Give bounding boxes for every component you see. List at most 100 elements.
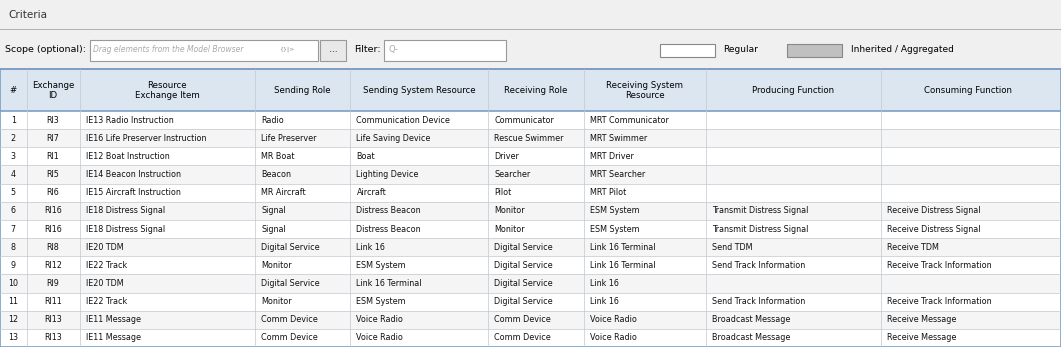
Text: {}|>: {}|> (279, 47, 294, 52)
Text: Receive TDM: Receive TDM (887, 243, 939, 252)
Text: Digital Service: Digital Service (494, 297, 553, 306)
Text: 9: 9 (11, 261, 16, 270)
Bar (0, 274, 1061, 293)
Bar (0, 129, 1061, 147)
Text: RI11: RI11 (45, 297, 62, 306)
Text: Link 16: Link 16 (356, 243, 385, 252)
Text: IE16 Life Preserver Instruction: IE16 Life Preserver Instruction (86, 134, 207, 143)
Text: Communication Device: Communication Device (356, 116, 450, 125)
Text: Comm Device: Comm Device (494, 315, 551, 324)
Text: Link 16: Link 16 (590, 279, 619, 288)
Bar (0, 238, 1061, 256)
Text: Digital Service: Digital Service (494, 279, 553, 288)
Text: Scope (optional):: Scope (optional): (5, 45, 86, 54)
Bar (384, 40, 506, 60)
Bar (0, 220, 1061, 238)
Text: #: # (10, 86, 17, 95)
Text: Transmit Distress Signal: Transmit Distress Signal (712, 206, 808, 215)
Text: Monitor: Monitor (261, 297, 292, 306)
Text: Link 16 Terminal: Link 16 Terminal (590, 261, 656, 270)
Text: Filter:: Filter: (354, 45, 381, 54)
Text: Inherited / Aggregated: Inherited / Aggregated (851, 45, 954, 54)
Text: Link 16 Terminal: Link 16 Terminal (356, 279, 422, 288)
Text: Boat: Boat (356, 152, 376, 161)
Text: RI3: RI3 (47, 116, 59, 125)
Text: IE12 Boat Instruction: IE12 Boat Instruction (86, 152, 170, 161)
Text: Link 16: Link 16 (590, 297, 619, 306)
Text: RI16: RI16 (45, 225, 62, 234)
Text: Distress Beacon: Distress Beacon (356, 225, 421, 234)
Text: RI13: RI13 (45, 315, 62, 324)
Text: IE22 Track: IE22 Track (86, 261, 127, 270)
Text: ESM System: ESM System (590, 225, 640, 234)
Text: RI6: RI6 (47, 188, 59, 197)
Text: Monitor: Monitor (494, 225, 525, 234)
Text: Broadcast Message: Broadcast Message (712, 315, 790, 324)
Text: Searcher: Searcher (494, 170, 530, 179)
Text: Digital Service: Digital Service (494, 261, 553, 270)
Text: RI8: RI8 (47, 243, 59, 252)
Text: RI13: RI13 (45, 333, 62, 342)
Text: Digital Service: Digital Service (261, 243, 319, 252)
Bar (0, 311, 1061, 329)
Text: IE20 TDM: IE20 TDM (86, 279, 123, 288)
Text: Resource
Exchange Item: Resource Exchange Item (135, 81, 199, 100)
Text: 8: 8 (11, 243, 16, 252)
Text: MRT Swimmer: MRT Swimmer (590, 134, 647, 143)
Bar (90, 40, 318, 60)
Text: Receive Distress Signal: Receive Distress Signal (887, 225, 980, 234)
Bar (0, 293, 1061, 311)
Text: RI16: RI16 (45, 206, 62, 215)
Text: RI7: RI7 (47, 134, 59, 143)
Text: Broadcast Message: Broadcast Message (712, 333, 790, 342)
Text: Exchange
ID: Exchange ID (32, 81, 74, 100)
Text: Receive Track Information: Receive Track Information (887, 261, 992, 270)
Text: 5: 5 (11, 188, 16, 197)
Text: Receive Track Information: Receive Track Information (887, 297, 992, 306)
Text: Voice Radio: Voice Radio (356, 333, 403, 342)
Text: Send TDM: Send TDM (712, 243, 752, 252)
Text: ESM System: ESM System (590, 206, 640, 215)
Text: Lighting Device: Lighting Device (356, 170, 419, 179)
Text: IE13 Radio Instruction: IE13 Radio Instruction (86, 116, 174, 125)
Text: 13: 13 (8, 333, 18, 342)
Text: Transmit Distress Signal: Transmit Distress Signal (712, 225, 808, 234)
Text: Receive Message: Receive Message (887, 333, 956, 342)
Text: IE22 Track: IE22 Track (86, 297, 127, 306)
Text: 7: 7 (11, 225, 16, 234)
Bar (0, 166, 1061, 184)
Text: Digital Service: Digital Service (261, 279, 319, 288)
Text: Voice Radio: Voice Radio (356, 315, 403, 324)
Text: RI5: RI5 (47, 170, 59, 179)
Text: IE11 Message: IE11 Message (86, 333, 141, 342)
Text: Link 16 Terminal: Link 16 Terminal (590, 243, 656, 252)
Text: Send Track Information: Send Track Information (712, 261, 805, 270)
Text: MRT Driver: MRT Driver (590, 152, 633, 161)
Bar (0, 69, 1061, 111)
Bar (0, 0, 1061, 29)
Bar (0, 147, 1061, 166)
Text: Pilot: Pilot (494, 188, 511, 197)
Text: 1: 1 (11, 116, 16, 125)
Text: Distress Beacon: Distress Beacon (356, 206, 421, 215)
Text: 10: 10 (8, 279, 18, 288)
Text: Receiving Role: Receiving Role (504, 86, 568, 95)
Text: IE18 Distress Signal: IE18 Distress Signal (86, 206, 166, 215)
Text: Consuming Function: Consuming Function (924, 86, 1012, 95)
Text: ESM System: ESM System (356, 261, 406, 270)
Text: Q-: Q- (388, 45, 398, 54)
Text: IE11 Message: IE11 Message (86, 315, 141, 324)
Text: IE18 Distress Signal: IE18 Distress Signal (86, 225, 166, 234)
Text: Life Preserver: Life Preserver (261, 134, 316, 143)
Text: 11: 11 (8, 297, 18, 306)
Text: 12: 12 (8, 315, 18, 324)
Text: Send Track Information: Send Track Information (712, 297, 805, 306)
Text: Digital Service: Digital Service (494, 243, 553, 252)
Text: Producing Function: Producing Function (752, 86, 834, 95)
Text: Communicator: Communicator (494, 116, 554, 125)
Text: Voice Radio: Voice Radio (590, 315, 637, 324)
Text: MR Boat: MR Boat (261, 152, 295, 161)
Bar (320, 40, 346, 60)
Bar (0, 111, 1061, 129)
Text: Signal: Signal (261, 206, 285, 215)
